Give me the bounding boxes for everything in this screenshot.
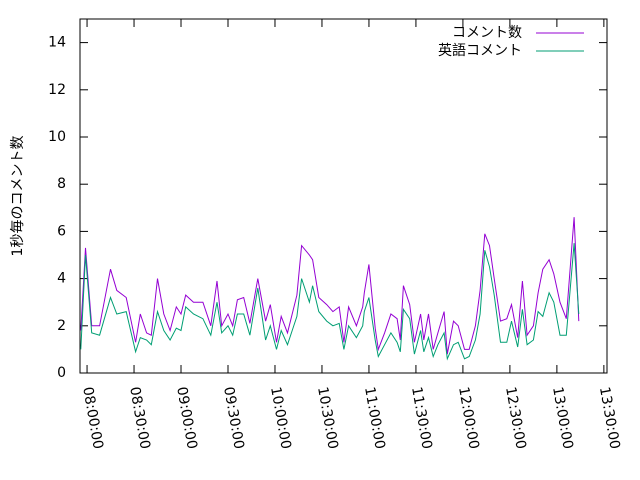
x-tick-label: 11:00:00 bbox=[361, 386, 388, 451]
x-tick-label: 10:00:00 bbox=[267, 386, 294, 451]
x-tick-label: 12:30:00 bbox=[502, 386, 529, 451]
series-line bbox=[80, 217, 580, 355]
x-tick-label: 12:00:00 bbox=[455, 386, 482, 451]
y-tick-label: 12 bbox=[48, 82, 66, 98]
y-tick-label: 0 bbox=[57, 365, 66, 381]
legend-label: 英語コメント bbox=[438, 42, 522, 59]
x-tick-label: 10:30:00 bbox=[314, 386, 341, 451]
x-tick-label: 09:00:00 bbox=[173, 386, 200, 451]
x-tick-label: 08:30:00 bbox=[126, 386, 153, 451]
y-tick-label: 6 bbox=[57, 223, 66, 239]
x-tick-label: 08:00:00 bbox=[79, 386, 106, 451]
plot-frame bbox=[79, 18, 608, 374]
y-tick-label: 2 bbox=[57, 318, 66, 334]
y-tick-label: 14 bbox=[48, 35, 66, 51]
y-tick-label: 4 bbox=[57, 271, 66, 287]
x-tick-label: 09:30:00 bbox=[220, 386, 247, 451]
legend-label: コメント数 bbox=[452, 25, 522, 41]
series-line bbox=[80, 243, 580, 361]
x-tick-label: 13:00:00 bbox=[549, 386, 576, 451]
y-axis-label: 1秒毎のコメント数 bbox=[10, 136, 26, 257]
y-tick-label: 8 bbox=[57, 176, 66, 192]
x-tick-label: 13:30:00 bbox=[596, 386, 623, 451]
x-tick-label: 11:30:00 bbox=[408, 386, 435, 451]
y-tick-label: 10 bbox=[48, 129, 66, 145]
